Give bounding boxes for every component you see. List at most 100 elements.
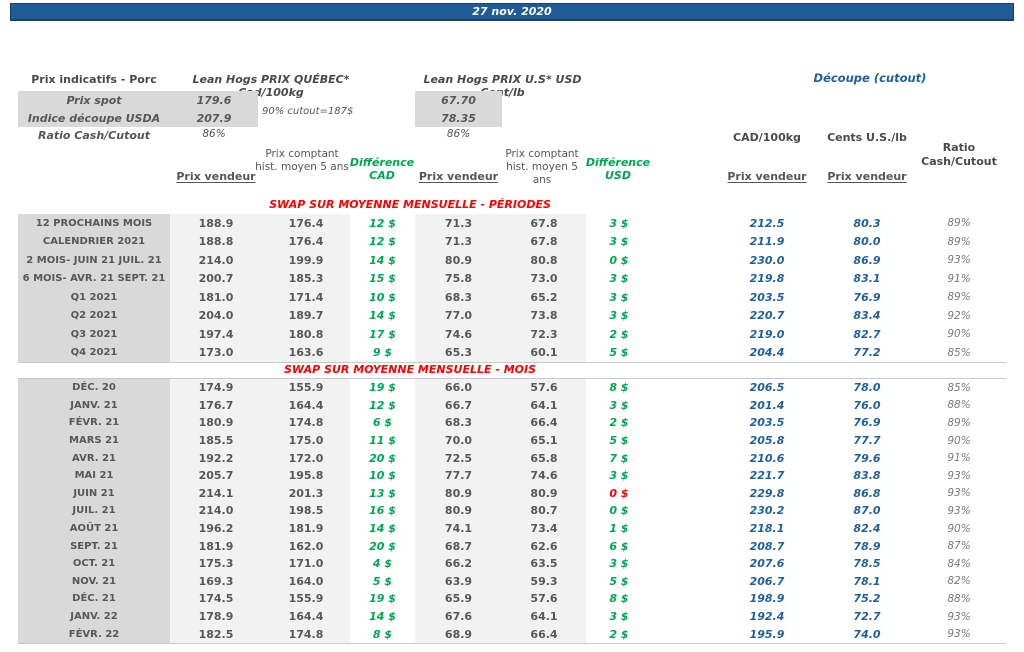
cell-prix-vendeur-cad: 181.0 [170,288,262,307]
column-gap [652,572,712,591]
cell-ratio-cash-cutout: 90% [947,522,971,535]
cell-difference-cad: 13 $ [369,486,396,500]
column-gap [652,554,712,573]
cell-prix-comptant-usd: 73.4 [502,519,586,538]
column-gap [652,343,712,362]
header-prix-vendeur-cad: Prix vendeur [176,170,256,183]
cell-cutout-prix-vendeur-cad: 230.0 [749,253,785,267]
table-row: Q4 2021 173.0 163.6 9 $ 65.3 60.1 5 $ 204.4 77.2… [18,343,1006,362]
header-difference-usd: Différence USD [585,156,651,182]
cell-cutout-prix-vendeur-usd: 76.9 [853,290,881,304]
cell-ratio-cash-cutout: 90% [947,328,971,341]
cell-ratio-cash-cutout: 91% [947,272,971,285]
cell-difference-cad: 19 $ [369,381,396,395]
cell-prix-comptant-cad: 171.0 [262,554,350,573]
cell-prix-vendeur-usd: 68.9 [415,625,502,643]
cell-period-label: FÉVR. 21 [18,414,170,432]
cell-cutout-prix-vendeur-cad: 220.7 [749,309,785,323]
cell-cutout-prix-vendeur-usd: 74.0 [853,627,881,641]
cell-prix-vendeur-usd: 65.3 [415,343,502,362]
cell-ratio-cash-cutout: 93% [947,487,971,500]
cell-ratio-cash-cutout: 85% [947,346,971,359]
table-row: MAI 21 205.7 195.8 10 $ 77.7 74.6 3 $ 221.7 83.8… [18,466,1006,485]
cell-prix-vendeur-usd: 68.3 [415,288,502,307]
cell-cutout-prix-vendeur-usd: 76.9 [853,416,881,430]
cell-period-label: Q2 2021 [18,306,170,325]
cell-difference-usd: 2 $ [609,327,629,341]
cell-prix-comptant-usd: 73.0 [502,269,586,288]
cell-difference-cad: 5 $ [372,574,393,588]
cell-difference-usd: 3 $ [609,309,629,323]
cell-prix-vendeur-cad: 178.9 [170,607,262,626]
cell-period-label: JANV. 21 [18,396,170,415]
cell-difference-usd: 3 $ [609,235,629,249]
cell-cutout-prix-vendeur-cad: 198.9 [749,592,785,606]
table-row: AVR. 21 192.2 172.0 20 $ 72.5 65.8 7 $ 210.6 79.… [18,449,1006,467]
cell-prix-comptant-usd: 72.3 [502,325,586,344]
cell-cutout-prix-vendeur-usd: 87.0 [853,504,881,518]
cell-difference-cad: 14 $ [369,522,396,536]
cell-prix-vendeur-usd: 71.3 [415,232,502,251]
cell-difference-cad: 9 $ [372,346,393,360]
cell-difference-usd: 7 $ [609,451,629,465]
table-row: DÉC. 20 174.9 155.9 19 $ 66.0 57.6 8 $ 206.5 78.… [18,379,1006,397]
column-gap [652,466,712,485]
table-row: MARS 21 185.5 175.0 11 $ 70.0 65.1 5 $ 205.8 77.… [18,431,1006,450]
cell-difference-cad: 6 $ [372,416,393,430]
cell-prix-comptant-usd: 63.5 [502,554,586,573]
cell-difference-usd: 3 $ [609,216,629,230]
spot-price-row: Prix spot 179.6 [18,91,258,109]
cell-prix-vendeur-cad: 180.9 [170,414,262,432]
cell-prix-vendeur-usd: 74.1 [415,519,502,538]
cell-prix-vendeur-cad: 196.2 [170,519,262,538]
column-gap [652,306,712,325]
cell-prix-vendeur-cad: 174.9 [170,379,262,397]
cell-difference-usd: 1 $ [609,522,629,536]
cell-ratio-cash-cutout: 84% [947,557,971,570]
cell-cutout-prix-vendeur-cad: 203.5 [749,416,785,430]
table-row: Q1 2021 181.0 171.4 10 $ 68.3 65.2 3 $ 203.5 76.… [18,288,1006,307]
cell-ratio-cash-cutout: 92% [947,309,971,322]
cell-prix-comptant-cad: 181.9 [262,519,350,538]
cell-difference-cad: 14 $ [369,309,396,323]
cell-period-label: MARS 21 [18,431,170,450]
cell-prix-vendeur-usd: 66.0 [415,379,502,397]
cell-prix-vendeur-usd: 66.7 [415,396,502,415]
cell-ratio-cash-cutout: 90% [947,434,971,447]
cell-prix-comptant-cad: 176.4 [262,214,350,233]
cell-prix-vendeur-cad: 173.0 [170,343,262,362]
cell-prix-comptant-cad: 171.4 [262,288,350,307]
cell-prix-vendeur-usd: 68.7 [415,537,502,555]
cell-period-label: Q1 2021 [18,288,170,307]
column-gap [652,484,712,503]
cell-difference-cad: 11 $ [369,434,396,448]
ratio-cash-cutout-label: Ratio Cash/Cutout [37,129,150,142]
cell-prix-vendeur-usd: 80.9 [415,484,502,503]
cell-difference-cad: 8 $ [372,627,393,641]
cell-cutout-prix-vendeur-cad: 218.1 [749,522,785,536]
cell-prix-comptant-usd: 64.1 [502,607,586,626]
table-row: DÉC. 21 174.5 155.9 19 $ 65.9 57.6 8 $ 198.9 75.… [18,590,1006,608]
cell-prix-comptant-cad: 174.8 [262,625,350,643]
cell-difference-usd: 8 $ [609,592,629,606]
cell-period-label: FÉVR. 22 [18,625,170,643]
column-gap [652,625,712,643]
cell-difference-usd: 3 $ [609,610,629,624]
cell-prix-comptant-usd: 62.6 [502,537,586,555]
cell-prix-vendeur-usd: 63.9 [415,572,502,591]
cell-prix-vendeur-cad: 188.9 [170,214,262,233]
cell-prix-vendeur-usd: 65.9 [415,590,502,608]
column-gap [652,607,712,626]
date-banner: 27 nov. 2020 [10,3,1014,21]
column-gap [652,288,712,307]
cell-prix-vendeur-cad: 205.7 [170,466,262,485]
cell-prix-comptant-cad: 199.9 [262,251,350,270]
cell-cutout-prix-vendeur-cad: 206.5 [749,381,785,395]
cell-cutout-prix-vendeur-cad: 221.7 [749,469,785,483]
cell-difference-usd: 3 $ [609,290,629,304]
ratio-column-header: Ratio Cash/Cutout [921,141,997,168]
table-row: JUIL. 21 214.0 198.5 16 $ 80.9 80.7 0 $ 230.2 87… [18,502,1006,520]
cell-cutout-prix-vendeur-usd: 77.7 [853,434,881,448]
cell-ratio-cash-cutout: 89% [947,217,971,230]
